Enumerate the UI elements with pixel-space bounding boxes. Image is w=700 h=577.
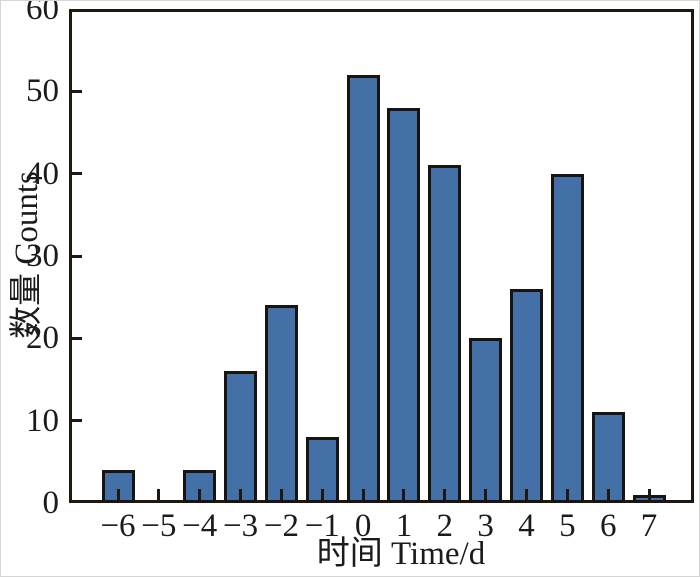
y-tick-mark — [72, 419, 82, 423]
y-tick-label: 40 — [26, 155, 59, 192]
y-tick-mark — [72, 89, 82, 93]
bar — [224, 371, 258, 503]
x-tick-label: −6 — [100, 508, 136, 544]
y-tick-label: 20 — [26, 320, 59, 357]
x-tick-mark — [198, 489, 202, 500]
bar — [591, 412, 625, 503]
bar — [264, 305, 298, 503]
bar — [469, 338, 503, 503]
x-tick-mark — [484, 489, 488, 500]
bar — [510, 289, 543, 503]
x-tick-label: 5 — [559, 508, 576, 544]
y-tick-label: 10 — [26, 402, 59, 439]
x-tick-label: −3 — [222, 508, 259, 544]
x-tick-mark — [116, 489, 120, 500]
y-tick-label: 0 — [42, 485, 60, 521]
x-tick-mark — [239, 489, 243, 500]
y-tick-label: 50 — [26, 73, 59, 110]
x-tick-mark — [606, 489, 610, 500]
x-tick-label: 3 — [477, 508, 494, 544]
y-tick-mark — [72, 336, 82, 340]
x-tick-mark — [525, 489, 528, 500]
x-tick-mark — [647, 489, 651, 500]
x-tick-label: 2 — [436, 508, 454, 544]
x-tick-label: −4 — [182, 508, 218, 544]
x-tick-label: −1 — [304, 508, 340, 544]
x-axis-title: 时间 Time/d — [316, 536, 486, 572]
bar — [387, 108, 421, 503]
x-tick-label: 1 — [395, 508, 413, 544]
x-tick-label: 0 — [354, 508, 372, 544]
bar — [183, 470, 217, 503]
x-tick-mark — [361, 489, 365, 500]
x-tick-mark — [279, 489, 283, 500]
y-tick-mark — [72, 172, 82, 176]
bar — [428, 165, 462, 503]
x-tick-label: −5 — [141, 508, 177, 544]
y-tick-mark — [72, 254, 82, 258]
x-tick-mark — [320, 489, 324, 500]
bar — [346, 75, 380, 503]
y-tick-label: 30 — [26, 238, 59, 274]
plot-area — [69, 9, 694, 503]
x-tick-mark — [565, 489, 569, 500]
y-axis-title: 数量 Counts — [9, 171, 45, 339]
bar — [550, 174, 584, 503]
x-tick-label: −2 — [263, 508, 299, 544]
x-tick-label: 4 — [518, 508, 535, 544]
y-tick-label: 60 — [26, 0, 59, 27]
x-tick-mark — [443, 489, 447, 500]
x-tick-label: 7 — [640, 508, 658, 544]
x-tick-mark — [402, 489, 406, 500]
x-tick-mark — [157, 489, 161, 500]
x-tick-label: 6 — [599, 508, 617, 544]
